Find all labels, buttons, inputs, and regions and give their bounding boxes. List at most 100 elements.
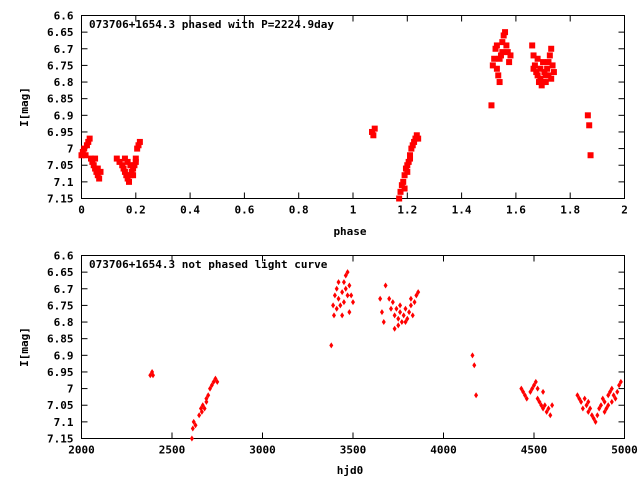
data-point (208, 385, 213, 392)
data-point (411, 138, 418, 145)
data-point (535, 385, 540, 392)
data-point (199, 408, 204, 415)
data-point (370, 132, 377, 139)
data-point (341, 299, 346, 306)
data-point (136, 138, 143, 145)
data-point (401, 185, 408, 192)
data-point (593, 418, 598, 425)
data-point (488, 102, 495, 109)
data-point (502, 29, 509, 36)
data-point (338, 302, 343, 309)
data-point (534, 72, 541, 79)
data-point (507, 52, 514, 59)
y-tick-label: 6.85 (47, 93, 74, 106)
data-point (586, 122, 593, 129)
y-tick-label: 6.95 (47, 366, 74, 379)
data-point (123, 172, 130, 179)
x-tick-label: 2 (621, 204, 628, 217)
data-point (544, 65, 551, 72)
x-tick-label: 0 (78, 204, 85, 217)
data-point (617, 382, 622, 389)
data-point (132, 155, 139, 162)
y-tick-label: 7.1 (54, 176, 74, 189)
data-point (408, 302, 413, 309)
data-point (548, 45, 555, 52)
y-tick-label: 6.9 (54, 349, 74, 362)
data-point (128, 168, 135, 175)
data-point (371, 125, 378, 132)
data-point (598, 402, 603, 409)
data-point (93, 168, 100, 175)
data-point (397, 188, 404, 195)
data-point (347, 309, 352, 316)
x-tick-label: 3000 (249, 444, 276, 457)
data-point (94, 172, 101, 179)
data-point (89, 158, 96, 165)
data-point (349, 292, 354, 299)
data-point (529, 42, 536, 49)
data-point (197, 412, 202, 419)
data-point (537, 75, 544, 82)
data-point (341, 279, 346, 286)
data-point (200, 402, 205, 409)
chart-title: 073706+1654.3 phased with P=2224.9day (89, 18, 334, 31)
data-point (204, 398, 209, 405)
y-tick-label: 7.05 (47, 159, 74, 172)
data-point (492, 45, 499, 52)
data-point (88, 155, 95, 162)
x-tick-label: 3500 (340, 444, 367, 457)
data-point (615, 388, 620, 395)
unphased-light-curve-plot: 073706+1654.3 not phased light curve hjd… (18, 250, 638, 478)
data-point (121, 168, 128, 175)
data-point (343, 285, 348, 292)
data-point (331, 302, 336, 309)
x-axis-label: hjd0 (337, 464, 364, 477)
data-point (189, 435, 194, 442)
data-point (542, 79, 549, 86)
data-point (403, 305, 408, 312)
data-point (602, 398, 607, 405)
data-point (396, 195, 403, 202)
data-point (119, 162, 126, 169)
data-point (472, 362, 477, 369)
data-point (369, 128, 376, 135)
y-tick-label: 6.8 (54, 316, 74, 329)
data-point (403, 319, 408, 326)
data-point (597, 405, 602, 412)
data-points (148, 269, 623, 442)
data-point (94, 165, 101, 172)
data-point (412, 299, 417, 306)
data-point (538, 82, 545, 89)
data-point (121, 155, 128, 162)
x-tick-label: 1.6 (506, 204, 526, 217)
data-point (202, 405, 207, 412)
data-point (604, 405, 609, 412)
data-point (396, 322, 401, 329)
y-tick-label: 7.15 (47, 433, 74, 446)
data-point (85, 138, 92, 145)
data-point (399, 319, 404, 326)
data-point (546, 52, 553, 59)
data-point (148, 372, 153, 379)
data-point (83, 142, 90, 149)
data-point (474, 392, 479, 399)
data-point (544, 408, 549, 415)
data-point (97, 168, 104, 175)
data-point (606, 402, 611, 409)
data-point (191, 418, 196, 425)
data-points (78, 29, 594, 202)
data-point (398, 182, 405, 189)
data-point (470, 352, 475, 359)
data-point (334, 305, 339, 312)
data-point (329, 342, 334, 349)
data-point (389, 305, 394, 312)
data-point (613, 395, 618, 402)
data-point (387, 295, 392, 302)
data-point (608, 388, 613, 395)
data-point (586, 408, 591, 415)
x-tick-label: 1 (350, 204, 357, 217)
y-tick-label: 7 (67, 143, 74, 156)
y-tick-label: 6.65 (47, 266, 74, 279)
data-point (541, 405, 546, 412)
data-point (193, 422, 198, 429)
